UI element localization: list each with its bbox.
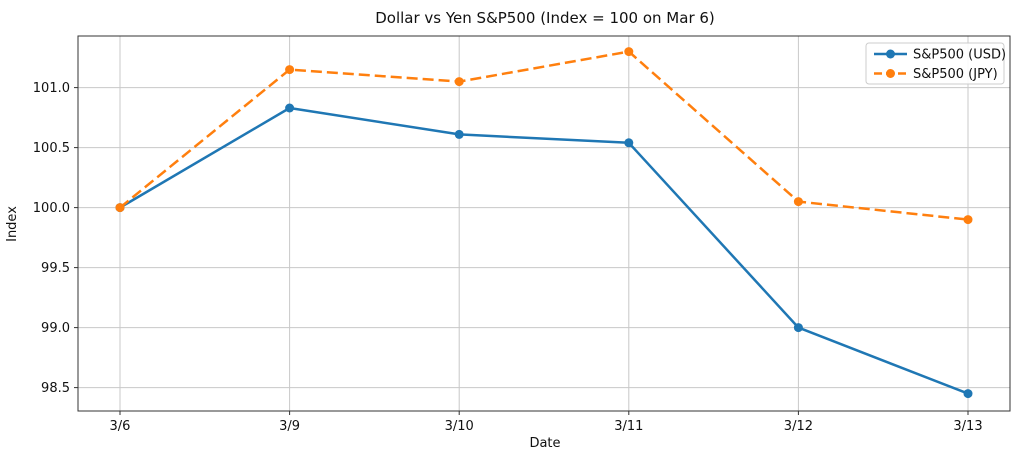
- x-tick-label: 3/11: [614, 419, 643, 434]
- legend-marker: [886, 69, 895, 78]
- series-marker: [454, 129, 464, 139]
- y-tick-label: 98.5: [41, 381, 70, 396]
- y-tick-label: 99.0: [41, 321, 70, 336]
- series-line: [119, 50, 969, 221]
- series-marker: [624, 47, 634, 57]
- legend-label: S&P500 (USD): [913, 48, 1006, 63]
- series-line: [119, 106, 969, 395]
- series-marker: [285, 65, 295, 75]
- x-tick-label: 3/12: [784, 419, 813, 434]
- axes: 101.0 100.5 100.0 99.5 99.0 98.5 3/6 3/9 3/10 3/1…: [33, 35, 1011, 434]
- plot-border: [77, 35, 1011, 412]
- chart-title: Dollar vs Yen S&P500 (Index = 100 on Mar…: [375, 9, 715, 27]
- series: [115, 47, 973, 399]
- series-marker: [963, 215, 973, 225]
- legend: S&P500 (USD) S&P500 (JPY): [865, 42, 1006, 85]
- x-tick-label: 3/13: [953, 419, 982, 434]
- legend-label: S&P500 (JPY): [913, 67, 998, 82]
- series-marker: [793, 323, 803, 333]
- series-marker: [624, 138, 634, 148]
- legend-marker: [886, 49, 895, 59]
- series-marker: [963, 389, 973, 399]
- y-tick-label: 100.0: [33, 201, 70, 216]
- x-axis-label: Date: [529, 436, 560, 451]
- x-tick-label: 3/9: [279, 419, 300, 434]
- series-marker: [793, 197, 803, 207]
- series-marker: [454, 77, 464, 87]
- x-tick-label: 3/10: [445, 419, 474, 434]
- y-tick-label: 101.0: [33, 81, 70, 96]
- x-tick-label: 3/6: [110, 419, 131, 434]
- series-marker: [115, 203, 125, 213]
- y-tick-label: 99.5: [41, 261, 70, 276]
- series-marker: [285, 103, 295, 113]
- y-axis-label: Index: [5, 206, 20, 242]
- y-tick-label: 100.5: [33, 141, 70, 156]
